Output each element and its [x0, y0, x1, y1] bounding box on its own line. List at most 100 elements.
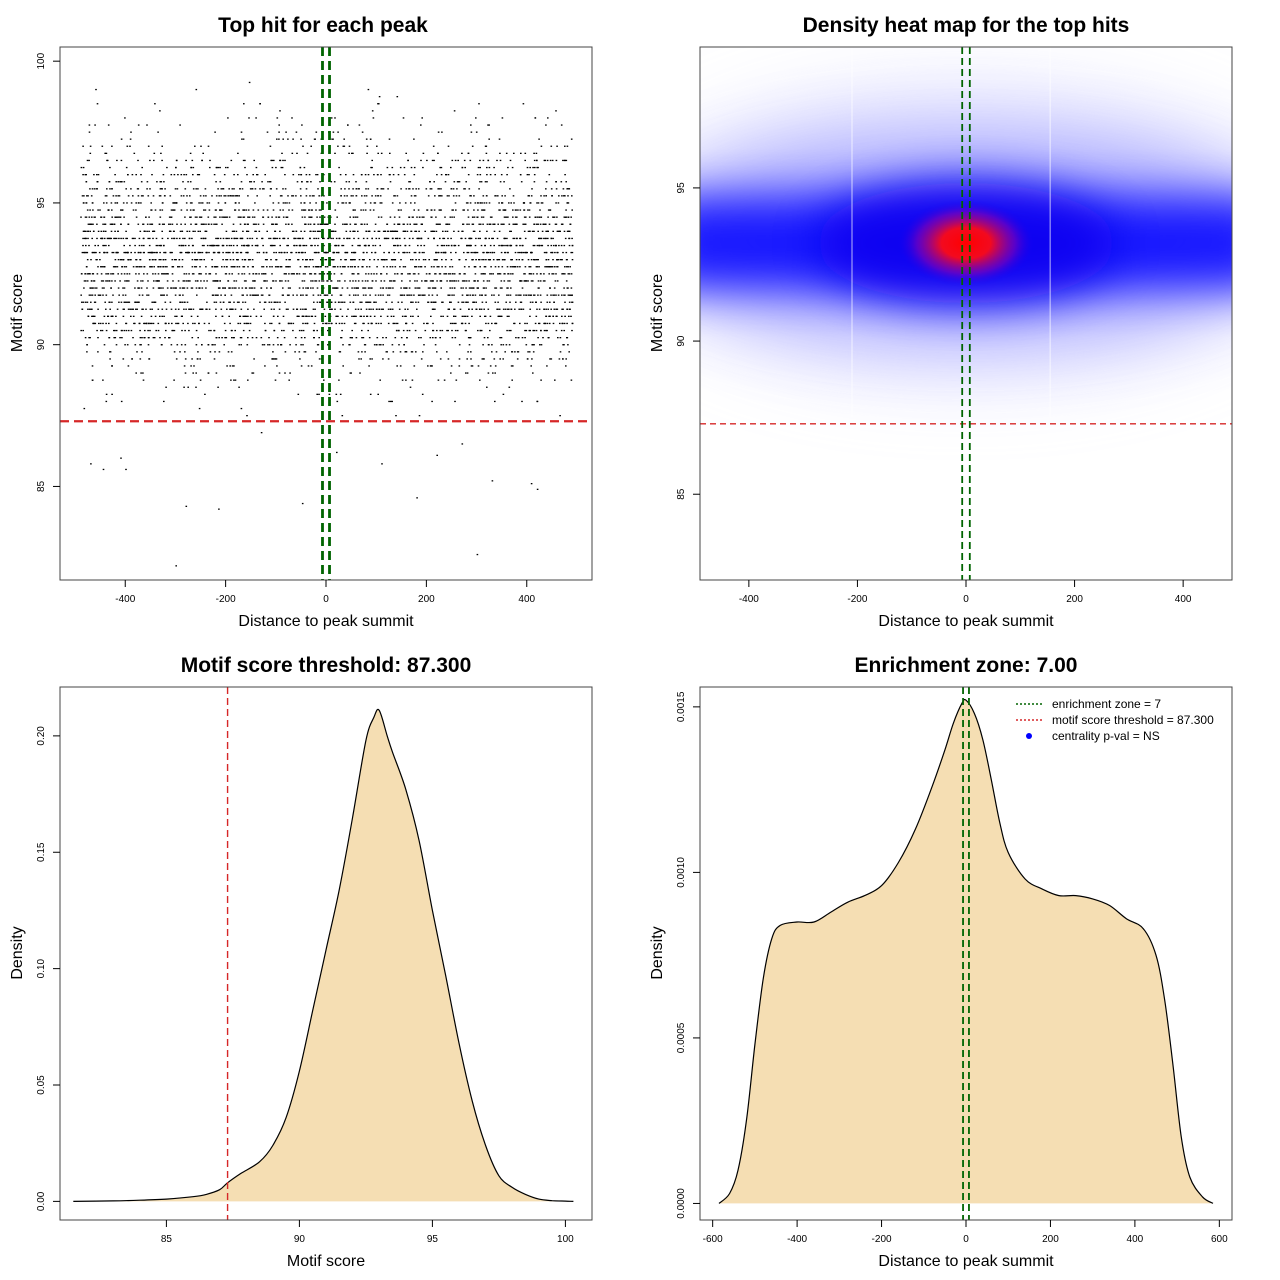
scatter-point — [569, 294, 571, 296]
scatter-point — [209, 166, 211, 169]
scatter-point — [530, 259, 533, 261]
scatter-point — [84, 301, 87, 303]
scatter-point — [242, 230, 244, 232]
scatter-point — [522, 308, 525, 310]
scatter-point — [90, 195, 93, 197]
y-tick-label: 0.15 — [36, 842, 47, 862]
scatter-point — [500, 280, 503, 282]
scatter-point — [228, 273, 231, 275]
scatter-point — [399, 166, 402, 169]
scatter-point — [383, 251, 385, 254]
scatter-point — [293, 273, 295, 275]
scatter-point — [501, 202, 503, 204]
scatter-point — [480, 244, 483, 247]
scatter-point — [160, 294, 162, 296]
scatter-point — [475, 237, 477, 240]
scatter-point — [108, 181, 111, 183]
scatter-point — [304, 223, 306, 225]
scatter-point — [179, 301, 181, 303]
scatter-point — [89, 152, 92, 154]
scatter-point — [392, 315, 395, 317]
scatter-point — [91, 237, 93, 240]
scatter-point — [217, 294, 219, 296]
scatter-point — [304, 251, 306, 254]
scatter-point — [177, 322, 180, 325]
scatter-point — [410, 202, 412, 204]
scatter-point — [270, 259, 272, 261]
scatter-point — [299, 188, 302, 190]
scatter-point — [463, 188, 465, 190]
scatter-point — [304, 216, 306, 218]
scatter-point — [345, 259, 347, 261]
scatter-point — [116, 266, 119, 268]
scatter-point — [544, 159, 546, 162]
scatter-point — [528, 329, 531, 332]
scatter-point — [437, 251, 439, 254]
scatter-point — [533, 259, 535, 261]
scatter-point — [319, 294, 322, 296]
scatter-point — [334, 223, 336, 225]
scatter-point — [264, 174, 266, 176]
scatter-point — [200, 259, 203, 261]
scatter-point — [439, 329, 442, 332]
scatter-point — [201, 159, 203, 162]
scatter-point — [252, 294, 255, 296]
scatter-point — [474, 280, 476, 282]
x-tick-label: -600 — [703, 1234, 723, 1245]
scatter-point — [567, 273, 570, 275]
scatter-point — [312, 287, 314, 289]
scatter-point — [105, 273, 107, 275]
scatter-point — [399, 266, 401, 268]
scatter-point — [394, 280, 396, 282]
scatter-point — [91, 280, 93, 282]
scatter-point — [466, 294, 468, 296]
scatter-point — [98, 322, 100, 325]
scatter-point — [341, 415, 344, 417]
scatter-point — [214, 351, 216, 353]
scatter-point — [447, 329, 449, 332]
scatter-point — [385, 301, 388, 303]
scatter-point — [480, 294, 483, 296]
scatter-point — [337, 301, 340, 303]
scatter-point — [88, 124, 91, 126]
scatter-point — [159, 337, 161, 339]
scatter-point — [344, 188, 346, 190]
scatter-point — [247, 251, 249, 254]
scatter-point — [439, 166, 441, 169]
scatter-point — [338, 322, 341, 325]
scatter-point — [546, 159, 549, 162]
scatter-point — [333, 181, 336, 183]
scatter-point — [139, 344, 141, 346]
scatter-point — [206, 280, 208, 282]
scatter-point — [85, 181, 88, 183]
scatter-point — [269, 145, 272, 147]
scatter-point — [548, 337, 550, 339]
scatter-point — [97, 308, 99, 310]
scatter-point — [154, 103, 156, 105]
scatter-point — [248, 81, 251, 84]
scatter-point — [528, 216, 531, 218]
scatter-point — [454, 315, 457, 317]
scatter-point — [234, 202, 237, 204]
scatter-point — [519, 301, 522, 303]
scatter-point — [496, 259, 498, 261]
scatter-point — [91, 202, 94, 204]
scatter-point — [315, 174, 317, 176]
scatter-point — [339, 351, 342, 353]
panel-density-heatmap: Density heat map for the top hits -400 -2… — [649, 14, 1233, 630]
y-tick-label: 90 — [36, 339, 47, 351]
scatter-point — [482, 223, 484, 225]
scatter-point — [404, 230, 407, 232]
scatter-point — [170, 344, 173, 346]
scatter-point — [450, 166, 452, 169]
scatter-point — [428, 259, 430, 261]
scatter-point — [209, 244, 211, 247]
scatter-point — [348, 152, 350, 154]
scatter-point — [469, 337, 471, 339]
scatter-point — [515, 259, 518, 261]
scatter-point — [120, 273, 123, 275]
scatter-point — [271, 273, 273, 275]
scatter-point — [387, 188, 389, 190]
scatter-point — [496, 237, 499, 240]
scatter-point — [357, 230, 359, 232]
